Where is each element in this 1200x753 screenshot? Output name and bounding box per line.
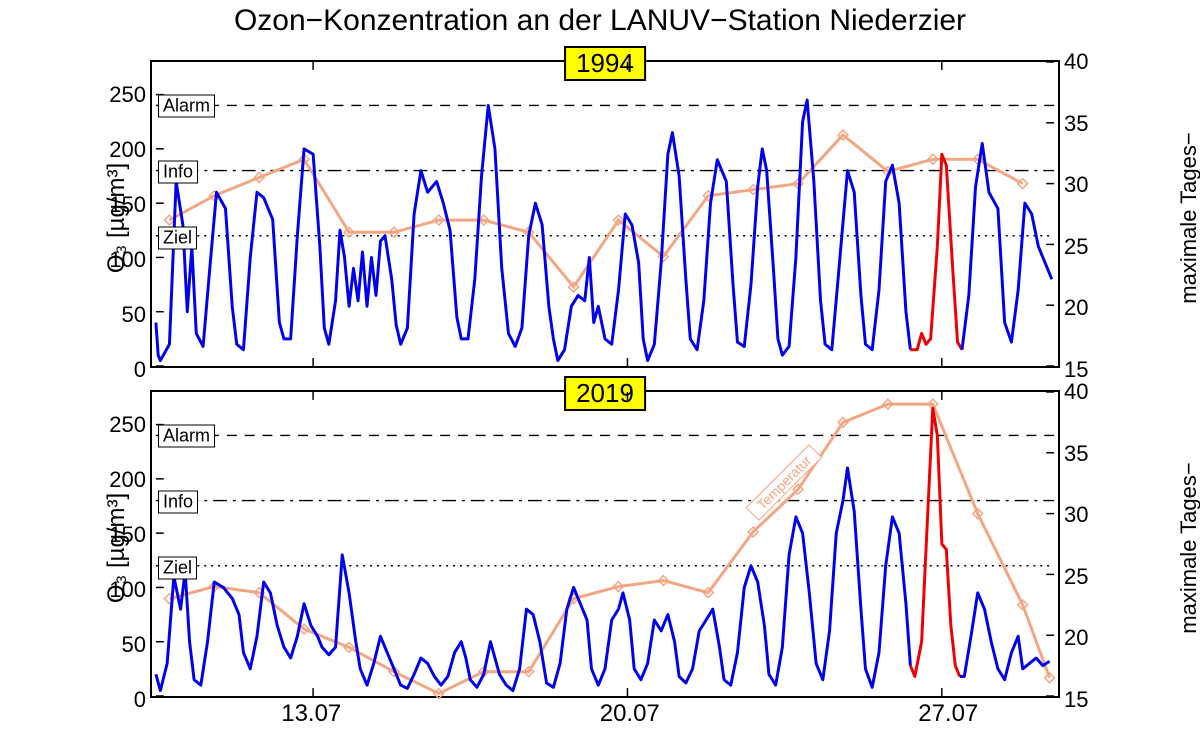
ytick-right: 30 [1064,172,1088,198]
xtick-label: 27.07 [918,700,978,728]
plot-svg-1994 [152,62,1058,366]
ytick-right: 40 [1064,379,1088,405]
ytick-left: 250 [109,82,146,108]
ytick-right: 25 [1064,564,1088,590]
ylabel-left: O₃ [µg/m³] [103,158,131,278]
xtick-label: 13.07 [281,700,341,728]
panel-1994: 1994 AlarmInfoZiel0501001502002501520253… [150,60,1060,368]
ytick-right: 25 [1064,234,1088,260]
ytick-right: 35 [1064,441,1088,467]
ytick-right: 40 [1064,49,1088,75]
ytick-right: 30 [1064,502,1088,528]
chart-title: Ozon−Konzentration an der LANUV−Station … [0,4,1200,38]
ytick-left: 0 [134,687,146,713]
ytick-left: 250 [109,412,146,438]
ytick-right: 15 [1064,687,1088,713]
threshold-label-info: Info [158,161,198,184]
ytick-left: 50 [122,632,146,658]
ytick-right: 35 [1064,111,1088,137]
ytick-right: 20 [1064,625,1088,651]
ylabel-right: maximale Tages− Temperatur [°C] [1176,118,1200,318]
plot-svg-2019: Temperatur [152,392,1058,696]
threshold-label-alarm: Alarm [158,425,215,448]
ytick-left: 0 [134,357,146,383]
threshold-label-alarm: Alarm [158,95,215,118]
ylabel-left: O₃ [µg/m³] [103,488,131,608]
ytick-right: 20 [1064,295,1088,321]
ylabel-right: maximale Tages− Temperatur [°C] [1176,448,1200,648]
threshold-label-info: Info [158,491,198,514]
xtick-label: 20.07 [600,700,660,728]
threshold-label-ziel: Ziel [158,557,197,580]
ytick-left: 50 [122,302,146,328]
threshold-label-ziel: Ziel [158,227,197,250]
panel-2019: 2019 Temperatur AlarmInfoZiel05010015020… [150,390,1060,698]
